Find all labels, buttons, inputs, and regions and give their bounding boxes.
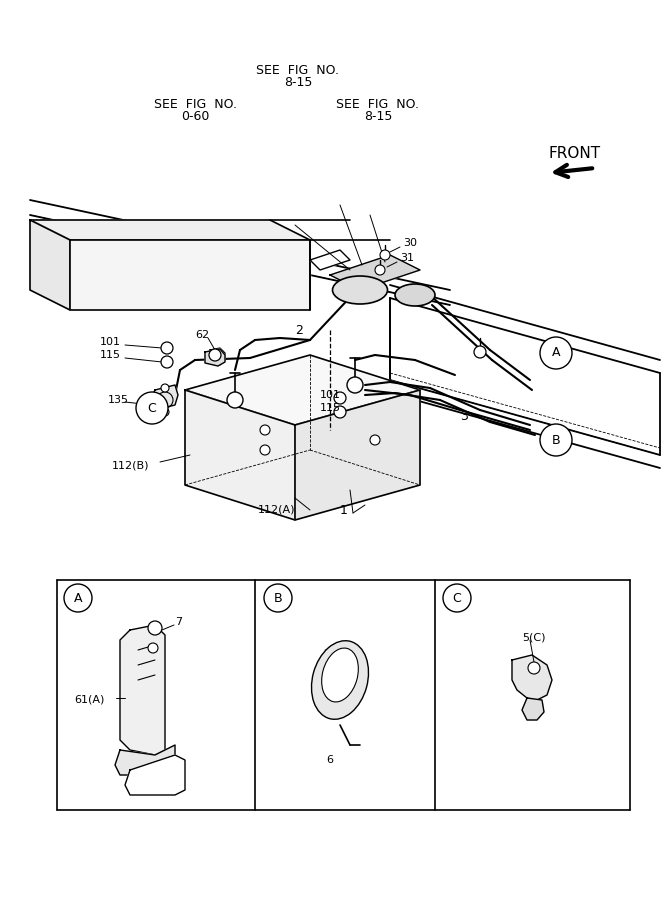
Circle shape — [347, 377, 363, 393]
Text: 0-60: 0-60 — [181, 111, 209, 123]
Text: 61(A): 61(A) — [74, 695, 104, 705]
Text: C: C — [147, 401, 156, 415]
Text: SEE  FIG  NO.: SEE FIG NO. — [153, 97, 237, 111]
Text: 3: 3 — [460, 410, 468, 422]
Circle shape — [136, 392, 168, 424]
Text: B: B — [552, 434, 560, 446]
Circle shape — [64, 584, 92, 612]
Polygon shape — [120, 625, 165, 755]
Text: A: A — [552, 346, 560, 359]
Circle shape — [375, 265, 385, 275]
Text: 112(A): 112(A) — [258, 505, 295, 515]
Polygon shape — [30, 220, 310, 240]
Polygon shape — [522, 698, 544, 720]
Text: 112(B): 112(B) — [112, 460, 149, 470]
Circle shape — [380, 250, 390, 260]
Polygon shape — [70, 240, 310, 310]
Circle shape — [161, 342, 173, 354]
Polygon shape — [185, 355, 420, 425]
Text: SEE  FIG  NO.: SEE FIG NO. — [336, 97, 420, 111]
Circle shape — [370, 435, 380, 445]
Circle shape — [260, 425, 270, 435]
Text: 101: 101 — [100, 337, 121, 347]
Text: FRONT: FRONT — [548, 146, 600, 160]
Text: 6: 6 — [327, 755, 334, 765]
Polygon shape — [30, 220, 70, 310]
Circle shape — [540, 424, 572, 456]
Text: 135: 135 — [108, 395, 129, 405]
Text: SEE  FIG  NO.: SEE FIG NO. — [257, 64, 340, 76]
Polygon shape — [115, 745, 175, 775]
Text: 8-15: 8-15 — [364, 111, 392, 123]
Text: A: A — [74, 591, 82, 605]
Circle shape — [264, 584, 292, 612]
Polygon shape — [205, 349, 225, 366]
Text: 5(C): 5(C) — [522, 633, 546, 643]
Polygon shape — [512, 655, 552, 700]
Ellipse shape — [333, 276, 388, 304]
Text: 62: 62 — [195, 330, 209, 340]
Circle shape — [148, 643, 158, 653]
Circle shape — [474, 346, 486, 358]
Text: 8-15: 8-15 — [284, 76, 312, 89]
Text: 30: 30 — [403, 238, 417, 248]
Circle shape — [209, 349, 221, 361]
Text: 115: 115 — [100, 350, 121, 360]
Ellipse shape — [321, 648, 358, 702]
Polygon shape — [185, 390, 295, 520]
Ellipse shape — [395, 284, 435, 306]
Circle shape — [161, 356, 173, 368]
Text: 2: 2 — [295, 323, 303, 337]
Circle shape — [260, 445, 270, 455]
Polygon shape — [310, 250, 350, 270]
Circle shape — [161, 384, 169, 392]
Circle shape — [334, 392, 346, 404]
Circle shape — [334, 406, 346, 418]
Circle shape — [540, 337, 572, 369]
Polygon shape — [125, 755, 185, 795]
Polygon shape — [295, 390, 420, 520]
Circle shape — [161, 408, 169, 416]
Text: 115: 115 — [320, 403, 341, 413]
Polygon shape — [150, 385, 178, 410]
Text: 7: 7 — [175, 617, 182, 627]
Text: 101: 101 — [320, 390, 341, 400]
Text: 31: 31 — [400, 253, 414, 263]
Ellipse shape — [311, 641, 368, 719]
Circle shape — [443, 584, 471, 612]
Polygon shape — [330, 255, 420, 290]
Circle shape — [528, 662, 540, 674]
Text: 1: 1 — [340, 503, 348, 517]
Circle shape — [148, 621, 162, 635]
Text: B: B — [273, 591, 282, 605]
Circle shape — [227, 392, 243, 408]
Text: C: C — [453, 591, 462, 605]
